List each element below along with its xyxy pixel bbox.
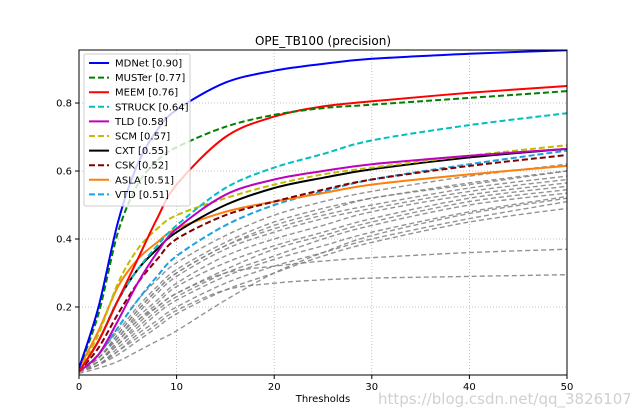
x-axis: 0 10 20 30 40 50 xyxy=(76,375,574,393)
tracker-lines xyxy=(79,50,567,373)
x-tick-label: 40 xyxy=(463,382,476,393)
background-tracker-line xyxy=(79,207,567,373)
legend-label: TLD [0.58] xyxy=(114,117,168,128)
y-tick-label: 0.2 xyxy=(56,303,72,314)
series-line xyxy=(79,147,567,373)
background-tracker-line xyxy=(79,170,567,373)
background-tracker-line xyxy=(79,192,567,373)
background-tracker-line xyxy=(79,189,567,373)
series-line xyxy=(79,154,567,373)
series-line xyxy=(79,50,567,369)
legend: MDNet [0.90] MUSTer [0.77] MEEM [0.76] STRU… xyxy=(83,53,191,207)
x-tick-label: 10 xyxy=(170,382,183,393)
x-axis-label: Thresholds xyxy=(295,394,351,405)
legend-label: CSK [0.52] xyxy=(115,161,168,172)
background-tracker-line xyxy=(79,195,567,373)
background-tracker-line xyxy=(79,178,567,373)
legend-label: ASLA [0.51] xyxy=(115,175,174,186)
background-tracker-line xyxy=(79,197,567,374)
background-tracker-line xyxy=(79,182,567,373)
chart-title: OPE_TB100 (precision) xyxy=(255,34,391,48)
series-line xyxy=(79,164,567,369)
legend-label: MEEM [0.76] xyxy=(115,88,178,99)
watermark: https://blog.csdn.net/qq_38261075 xyxy=(378,390,630,408)
y-tick-label: 0.6 xyxy=(56,167,72,178)
series-line xyxy=(79,90,567,369)
legend-label: VTD [0.51] xyxy=(115,190,169,201)
x-tick-label: 50 xyxy=(561,382,574,393)
legend-label: STRUCK [0.64] xyxy=(115,102,189,113)
y-tick-label: 0.4 xyxy=(56,235,72,246)
plot-frame xyxy=(78,49,568,376)
background-tracker-line xyxy=(79,274,567,373)
x-tick-label: 20 xyxy=(268,382,281,393)
x-tick-label: 0 xyxy=(76,382,82,393)
y-tick-label: 0.8 xyxy=(56,99,72,110)
series-line xyxy=(79,85,567,373)
legend-label: CXT [0.55] xyxy=(115,146,168,157)
legend-label: MUSTer [0.77] xyxy=(115,73,185,84)
background-trackers xyxy=(79,163,567,374)
y-axis: 0.2 0.4 0.6 0.8 xyxy=(56,99,79,314)
background-tracker-line xyxy=(79,248,567,373)
legend-box xyxy=(83,53,191,207)
x-tick-label: 30 xyxy=(365,382,378,393)
legend-label: MDNet [0.90] xyxy=(115,59,182,70)
legend-label: SCM [0.57] xyxy=(115,132,170,143)
